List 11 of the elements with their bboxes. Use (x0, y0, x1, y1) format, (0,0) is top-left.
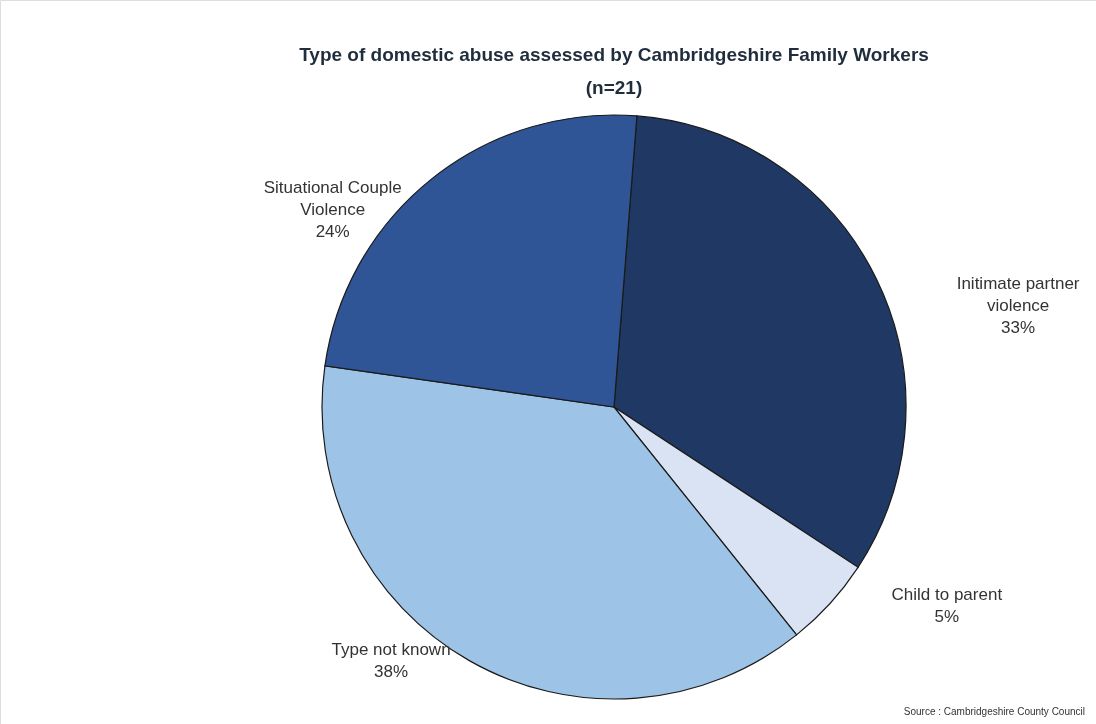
data-label: 38% (374, 662, 409, 682)
data-label: 5% (934, 607, 960, 627)
slice-label: Type not known (331, 640, 451, 660)
chart-title: Type of domestic abuse assessed by Cambridgeshire Family Workers (299, 44, 929, 65)
data-label: 24% (315, 222, 350, 242)
slice-label: Child to parent (891, 585, 1003, 605)
slice-label: Situational Couple Violence (263, 178, 402, 220)
data-label: 33% (1001, 317, 1036, 337)
chart-subtitle: (n=21) (585, 77, 643, 98)
source-note: Source : Cambridgeshire County Council (903, 706, 1085, 717)
slice-label: Initimate partner violence (956, 273, 1080, 315)
